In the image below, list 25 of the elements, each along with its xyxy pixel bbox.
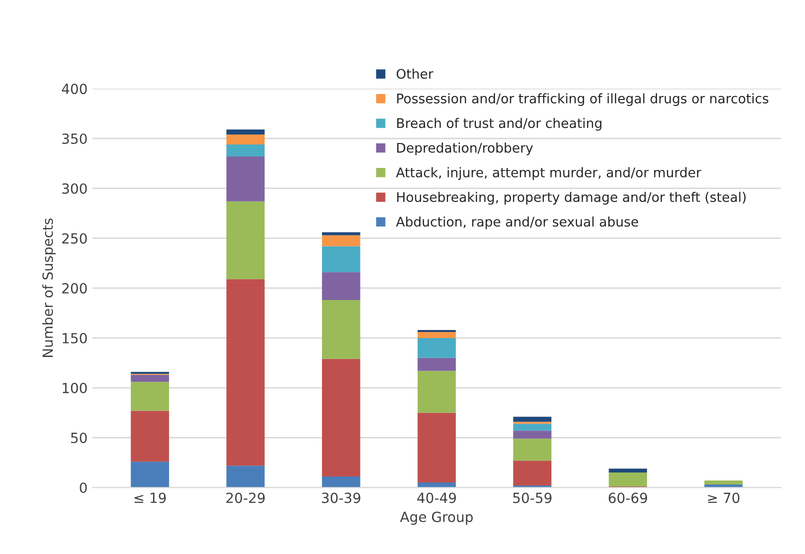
legend-label: Housebreaking, property damage and/or theft (steal) (397, 192, 746, 205)
legend-label: Attack, injure, attempt murder, and/or murder (396, 167, 702, 180)
y-tick-label: 150 (62, 332, 87, 344)
legend-label: Possession and/or trafficking of illegal drugs or narcotics (397, 93, 768, 106)
y-tick-label: 50 (71, 432, 87, 444)
legend-label: Abduction, rape and/or sexual abuse (396, 216, 638, 230)
y-tick-label: 300 (62, 183, 87, 194)
y-tick-label: 0 (80, 482, 87, 493)
x-axis-title: Age Group (400, 512, 473, 525)
y-tick-label: 350 (62, 133, 87, 144)
y-tick-label: 200 (62, 283, 87, 294)
legend-label: Other (396, 68, 434, 79)
y-tick-label: 400 (62, 84, 87, 94)
x-tick-label: 30-39 (322, 492, 360, 504)
y-axis-title: Number of Suspects (42, 218, 56, 357)
x-tick-label: ≤ 19 (134, 492, 166, 504)
x-tick-label: 40-49 (417, 492, 456, 504)
legend-label: Breach of trust and/or cheating (397, 118, 602, 131)
y-tick-label: 100 (62, 382, 87, 394)
y-tick-label: 250 (62, 233, 87, 244)
x-tick-label: ≥ 70 (708, 492, 740, 504)
legend-label: Depredation/robbery (397, 142, 533, 156)
x-tick-label: 20-29 (226, 492, 265, 504)
x-tick-label: 60-69 (608, 492, 648, 504)
x-tick-label: 50-59 (513, 492, 552, 504)
